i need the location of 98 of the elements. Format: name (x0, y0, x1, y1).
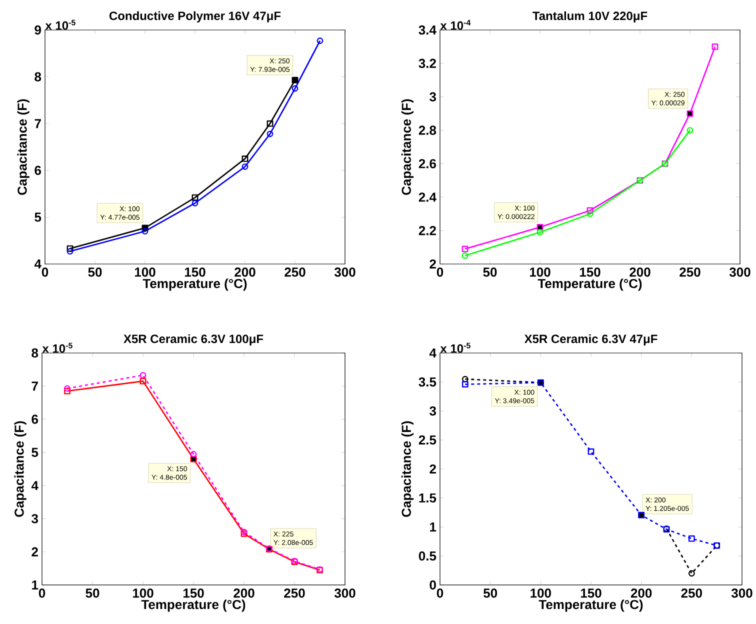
y-tick-label: 8 (34, 72, 42, 82)
y-tick-label: 2 (430, 464, 436, 474)
y-tick-label: 2 (430, 259, 436, 269)
point (64, 388, 70, 394)
y-tick-label: 3 (430, 92, 436, 102)
point (586, 210, 594, 218)
x-tick-label: 50 (86, 588, 100, 598)
point (140, 378, 146, 384)
point (462, 381, 468, 388)
y-tick-label: 3.2 (418, 58, 436, 68)
x-tick-label: 0 (436, 268, 444, 277)
x-axis-title: Temperature (°C) (141, 600, 246, 612)
point (266, 130, 274, 138)
x-tick-label: 150 (580, 268, 600, 277)
y-tick-label: 4 (34, 260, 42, 268)
chart-title: X5R Ceramic 6.3V 100μF (124, 334, 264, 346)
point (142, 228, 148, 234)
y-tick-label: 9 (34, 25, 41, 35)
x-tick-label: 100 (530, 268, 550, 277)
x-tick-label: 250 (284, 588, 305, 598)
y-tick-label: 1 (430, 522, 436, 532)
point (688, 570, 695, 577)
chart-title: Conductive Polymer 16V 47μF (109, 11, 281, 22)
point (66, 245, 74, 252)
point (536, 229, 544, 236)
y-tick-label: 5 (34, 212, 42, 222)
x-tick-label: 50 (88, 268, 102, 277)
y-tick-label: 0.5 (418, 551, 436, 561)
x-tick-label: 150 (183, 588, 204, 598)
point (140, 372, 146, 378)
y-tick-label: 4 (31, 481, 38, 490)
x-tick-label: 300 (729, 268, 750, 277)
y-tick-label: 2.5 (418, 435, 436, 445)
text: x 10$^{-5}$ (440, 342, 470, 353)
y-tick-label: 3 (32, 514, 38, 524)
x-tick-label: 200 (630, 268, 650, 277)
point (462, 376, 468, 382)
x-tick-label: 100 (134, 268, 156, 277)
x-tick-label: 250 (680, 268, 700, 277)
point (64, 385, 70, 392)
x-tick-label: 250 (284, 268, 306, 277)
x-tick-label: 300 (731, 588, 752, 598)
x-tick-label: 0 (436, 588, 444, 598)
y-tick-label: 6 (32, 414, 38, 424)
y-tick-label: 3 (430, 406, 436, 416)
y-tick-label: 7 (34, 119, 41, 128)
point (588, 448, 594, 455)
y-tick-label: 2.8 (418, 126, 436, 135)
chart-title: Tantalum 10V 220μF (532, 11, 648, 22)
x-axis-title: Temperature (°C) (142, 278, 247, 291)
x-tick-label: 0 (42, 268, 48, 277)
x-tick-label: 150 (580, 588, 602, 598)
y-tick-label: 2.6 (418, 159, 436, 168)
y-tick-label: 0 (430, 580, 436, 590)
y-tick-label: 3.5 (418, 377, 436, 387)
y-tick-label: 3.4 (418, 25, 436, 35)
x-tick-label: 200 (234, 588, 254, 598)
y-tick-label: 6 (34, 166, 42, 175)
y-axis-title: Capacitance (F) (401, 99, 414, 195)
y-tick-label: 2.2 (418, 226, 436, 236)
x-tick-label: 250 (681, 588, 702, 598)
x-tick-label: 100 (132, 588, 154, 598)
point (462, 246, 468, 252)
text: x 10$^{-5}$ (42, 342, 72, 353)
x-axis-title: Temperature (°C) (538, 278, 642, 291)
point (266, 120, 274, 127)
y-axis-title: Capacitance (F) (14, 421, 26, 517)
x-tick-label: 200 (234, 268, 256, 277)
text: x 10$^{-5}$ (45, 20, 76, 30)
point (190, 450, 197, 458)
point (712, 44, 718, 50)
text: x 10$^{-4}$ (440, 20, 471, 30)
x-axis-title: Temperature (°C) (538, 600, 643, 612)
point (192, 200, 198, 206)
chart-title: X5R Ceramic 6.3V 47μF (524, 334, 658, 346)
y-tick-label: 2.4 (418, 192, 436, 202)
x-tick-label: 150 (184, 268, 206, 277)
x-tick-label: 50 (484, 588, 498, 598)
y-tick-label: 4 (429, 348, 436, 358)
point (242, 155, 248, 162)
x-tick-label: 200 (630, 588, 652, 598)
x-tick-label: 300 (334, 588, 356, 598)
point (688, 535, 695, 542)
point (292, 85, 298, 92)
point (192, 194, 198, 201)
y-tick-label: 8 (32, 348, 38, 358)
point (586, 207, 594, 214)
x-tick-label: 100 (530, 588, 551, 598)
y-tick-label: 2 (32, 547, 38, 556)
y-tick-label: 7 (32, 382, 38, 391)
x-tick-label: 50 (483, 268, 497, 277)
x-tick-label: 300 (334, 268, 356, 277)
y-tick-label: 1 (32, 580, 38, 590)
y-axis-title: Capacitance (F) (401, 421, 414, 517)
y-tick-label: 1.5 (419, 493, 436, 503)
y-axis-title: Capacitance (F) (17, 99, 30, 195)
y-tick-label: 5 (32, 448, 38, 457)
point (242, 163, 248, 170)
